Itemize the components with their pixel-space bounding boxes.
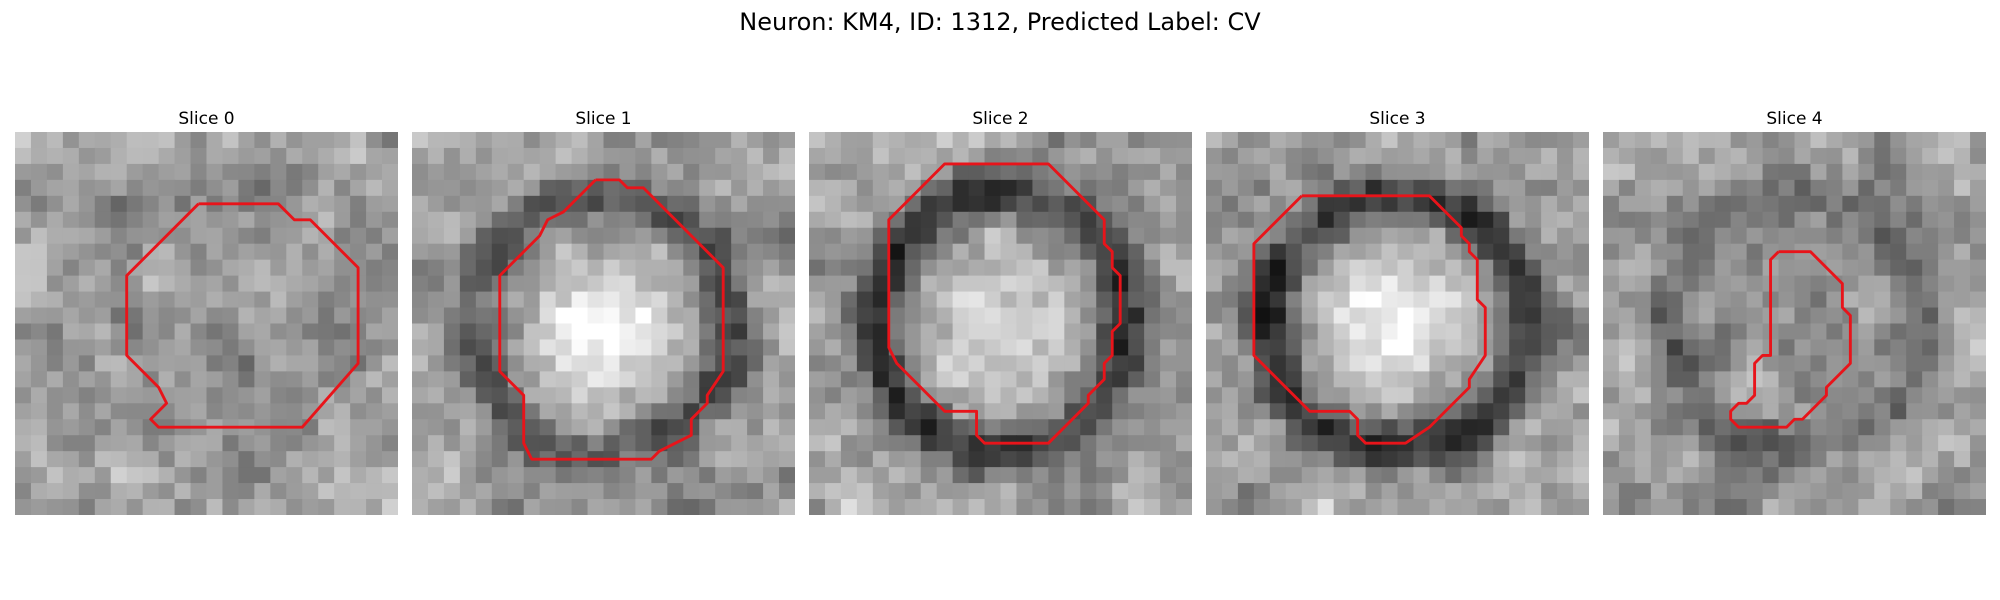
- image-pixels: [412, 132, 795, 515]
- slice-title: Slice 4: [1766, 109, 1823, 129]
- segmentation-outline: [125, 202, 360, 429]
- slice-image: [15, 132, 398, 515]
- slice-panel-0: Slice 0: [15, 108, 398, 515]
- slice-panel-2: Slice 2: [809, 108, 1192, 515]
- slice-panel-3: Slice 3: [1206, 108, 1589, 515]
- slice-image: [412, 132, 795, 515]
- segmentation-outline: [1252, 194, 1487, 445]
- image-pixels: [809, 132, 1192, 515]
- slice-title: Slice 1: [575, 109, 632, 129]
- slice-image: [1603, 132, 1986, 515]
- segmentation-outline: [887, 162, 1122, 445]
- slice-title: Slice 0: [178, 109, 235, 129]
- slice-title: Slice 2: [972, 109, 1029, 129]
- slice-image: [1206, 132, 1589, 515]
- segmentation-outline: [1729, 250, 1852, 429]
- slice-panel-4: Slice 4: [1603, 108, 1986, 515]
- image-pixels: [1206, 132, 1589, 515]
- image-pixels: [1603, 132, 1986, 515]
- slice-image: [809, 132, 1192, 515]
- segmentation-outline: [498, 178, 725, 461]
- image-pixels: [15, 132, 398, 515]
- slice-panel-1: Slice 1: [412, 108, 795, 515]
- slice-title: Slice 3: [1369, 109, 1426, 129]
- figure-title: Neuron: KM4, ID: 1312, Predicted Label: …: [739, 8, 1261, 36]
